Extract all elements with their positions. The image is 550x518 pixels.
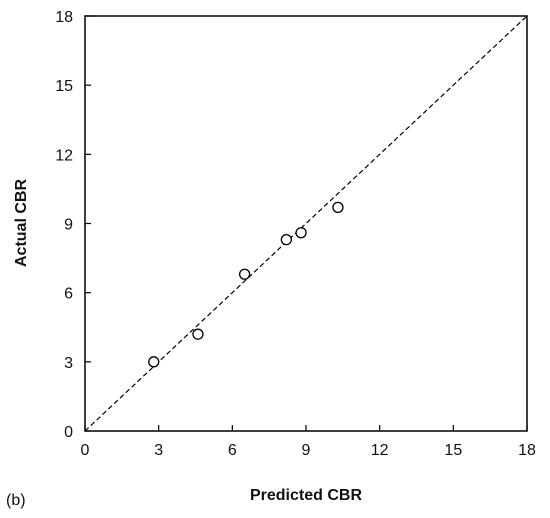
data-point: [238, 268, 251, 280]
x-tick-label: 9: [302, 442, 311, 459]
x-tick-label: 0: [81, 442, 90, 459]
x-tick-label: 6: [228, 442, 237, 459]
x-tick-label: 18: [518, 442, 536, 459]
x-tick-label: 3: [154, 442, 163, 459]
y-axis-title: Actual CBR: [13, 179, 30, 267]
y-tick-label: 9: [64, 217, 73, 234]
y-tick-label: 15: [55, 78, 73, 95]
y-tick-label: 3: [64, 355, 73, 372]
data-points: [148, 201, 344, 368]
data-point: [280, 233, 293, 246]
y-tick-label: 6: [64, 286, 73, 303]
data-point: [332, 201, 344, 214]
data-point: [192, 328, 204, 340]
reference-line: [84, 15, 528, 432]
data-point: [148, 356, 160, 368]
x-tick-label: 12: [371, 442, 389, 459]
x-tick-label: 15: [444, 442, 462, 459]
y-tick-label: 18: [55, 9, 73, 26]
x-axis: 0 3 6 9 12 15 18: [81, 425, 536, 459]
reference-line-layer: [84, 15, 528, 432]
y-axis: 0 3 6 9 12 15 18: [55, 9, 91, 441]
y-tick-label: 0: [64, 424, 73, 441]
data-point: [295, 227, 307, 239]
y-tick-label: 12: [55, 147, 73, 164]
panel-label: (b): [6, 492, 26, 509]
x-axis-title: Predicted CBR: [250, 487, 362, 504]
